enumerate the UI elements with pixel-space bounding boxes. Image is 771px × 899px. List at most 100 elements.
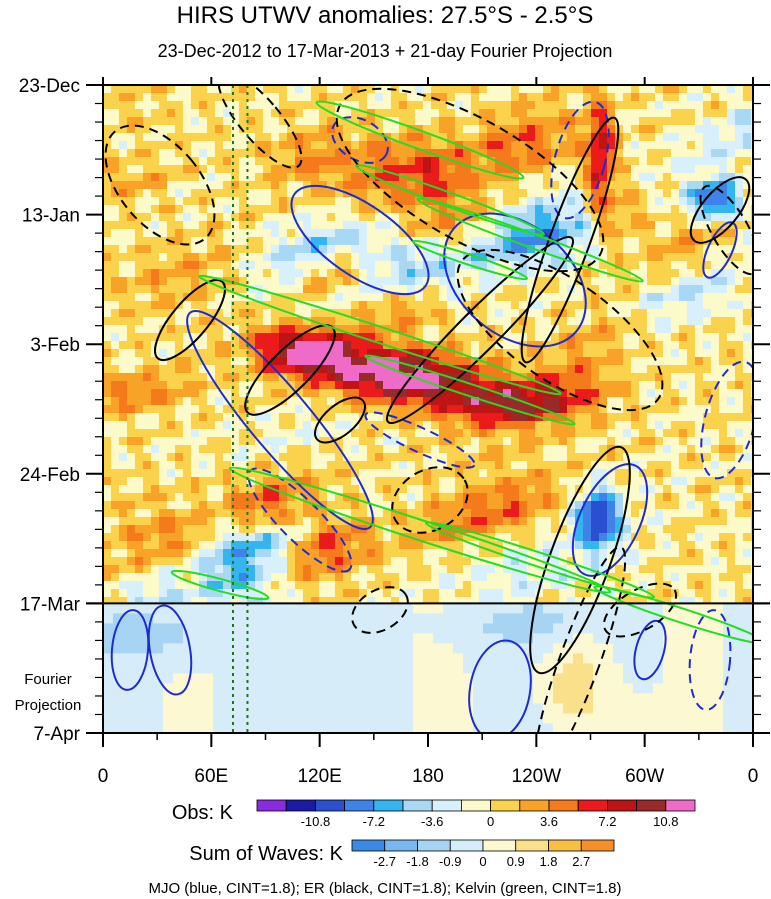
obs-cell — [287, 541, 296, 550]
obs-cell — [191, 437, 200, 446]
obs-cell — [271, 445, 280, 454]
obs-cell — [543, 141, 552, 150]
obs-cell — [447, 85, 456, 94]
obs-cell — [671, 333, 680, 342]
obs-cell — [431, 253, 440, 262]
obs-cell — [455, 93, 464, 102]
obs-cell — [671, 149, 680, 158]
obs-cell — [343, 557, 352, 566]
obs-cell — [727, 485, 736, 494]
obs-cell — [167, 213, 176, 222]
obs-cell — [463, 485, 472, 494]
obs-cell — [591, 101, 600, 110]
obs-cell — [527, 453, 536, 462]
obs-cell — [455, 485, 464, 494]
obs-cell — [711, 117, 720, 126]
obs-cell — [551, 453, 560, 462]
obs-cell — [647, 453, 656, 462]
obs-cell — [575, 93, 584, 102]
obs-cell — [463, 397, 472, 406]
obs-cell — [103, 133, 112, 142]
obs-cell — [255, 533, 264, 542]
obs-cell — [471, 165, 480, 174]
obs-cell — [207, 253, 216, 262]
obs-cell — [183, 405, 192, 414]
obs-cell — [535, 533, 544, 542]
obs-cell — [479, 437, 488, 446]
obs-cell — [407, 309, 416, 318]
obs-cell — [703, 157, 712, 166]
obs-cell — [335, 405, 344, 414]
obs-cell — [743, 341, 752, 350]
obs-cell — [639, 533, 648, 542]
obs-cell — [671, 469, 680, 478]
obs-cell — [639, 365, 648, 374]
obs-cell — [687, 397, 696, 406]
obs-cell — [287, 285, 296, 294]
obs-cell — [207, 341, 216, 350]
obs-cell — [431, 165, 440, 174]
obs-cell — [551, 277, 560, 286]
obs-cell — [143, 333, 152, 342]
obs-cell — [527, 101, 536, 110]
obs-cell — [303, 237, 312, 246]
obs-cell — [591, 381, 600, 390]
obs-cell — [111, 293, 120, 302]
obs-cell — [399, 109, 408, 118]
obs-cell — [207, 325, 216, 334]
obs-cell — [551, 285, 560, 294]
obs-cell — [743, 349, 752, 358]
obs-cell — [231, 125, 240, 134]
obs-cell — [543, 261, 552, 270]
obs-cell — [479, 269, 488, 278]
obs-cell — [151, 293, 160, 302]
obs-cell — [583, 341, 592, 350]
obs-cell — [399, 101, 408, 110]
obs-cell — [151, 157, 160, 166]
obs-cell — [639, 101, 648, 110]
obs-cell — [519, 269, 528, 278]
obs-cell — [215, 301, 224, 310]
obs-cell — [295, 397, 304, 406]
obs-cell — [575, 125, 584, 134]
obs-cell — [335, 213, 344, 222]
obs-cell — [743, 133, 752, 142]
obs-cell — [631, 501, 640, 510]
obs-cell — [295, 373, 304, 382]
obs-cell — [319, 189, 328, 198]
obs-cell — [423, 405, 432, 414]
obs-cell — [103, 373, 112, 382]
obs-cell — [471, 237, 480, 246]
obs-cell — [711, 413, 720, 422]
obs-cell — [399, 541, 408, 550]
obs-cell — [255, 117, 264, 126]
obs-cell — [359, 173, 368, 182]
obs-cell — [631, 285, 640, 294]
obs-cell — [239, 117, 248, 126]
obs-cell — [399, 469, 408, 478]
obs-cell — [607, 85, 616, 94]
obs-cell — [607, 109, 616, 118]
obs-cell — [495, 93, 504, 102]
obs-cell — [671, 437, 680, 446]
obs-cell — [495, 189, 504, 198]
obs-cell — [447, 365, 456, 374]
obs-cell — [671, 325, 680, 334]
obs-cell — [367, 333, 376, 342]
obs-cell — [487, 453, 496, 462]
obs-cell — [175, 213, 184, 222]
obs-cell — [351, 301, 360, 310]
obs-cell — [743, 501, 752, 510]
obs-cell — [647, 157, 656, 166]
obs-cell — [519, 501, 528, 510]
obs-cell — [319, 85, 328, 94]
obs-cell — [391, 237, 400, 246]
obs-cell — [439, 429, 448, 438]
obs-cell — [447, 429, 456, 438]
obs-cell — [143, 245, 152, 254]
obs-cell — [407, 517, 416, 526]
obs-cell — [575, 317, 584, 326]
obs-cell — [111, 517, 120, 526]
obs-cell — [119, 245, 128, 254]
obs-cell — [743, 357, 752, 366]
